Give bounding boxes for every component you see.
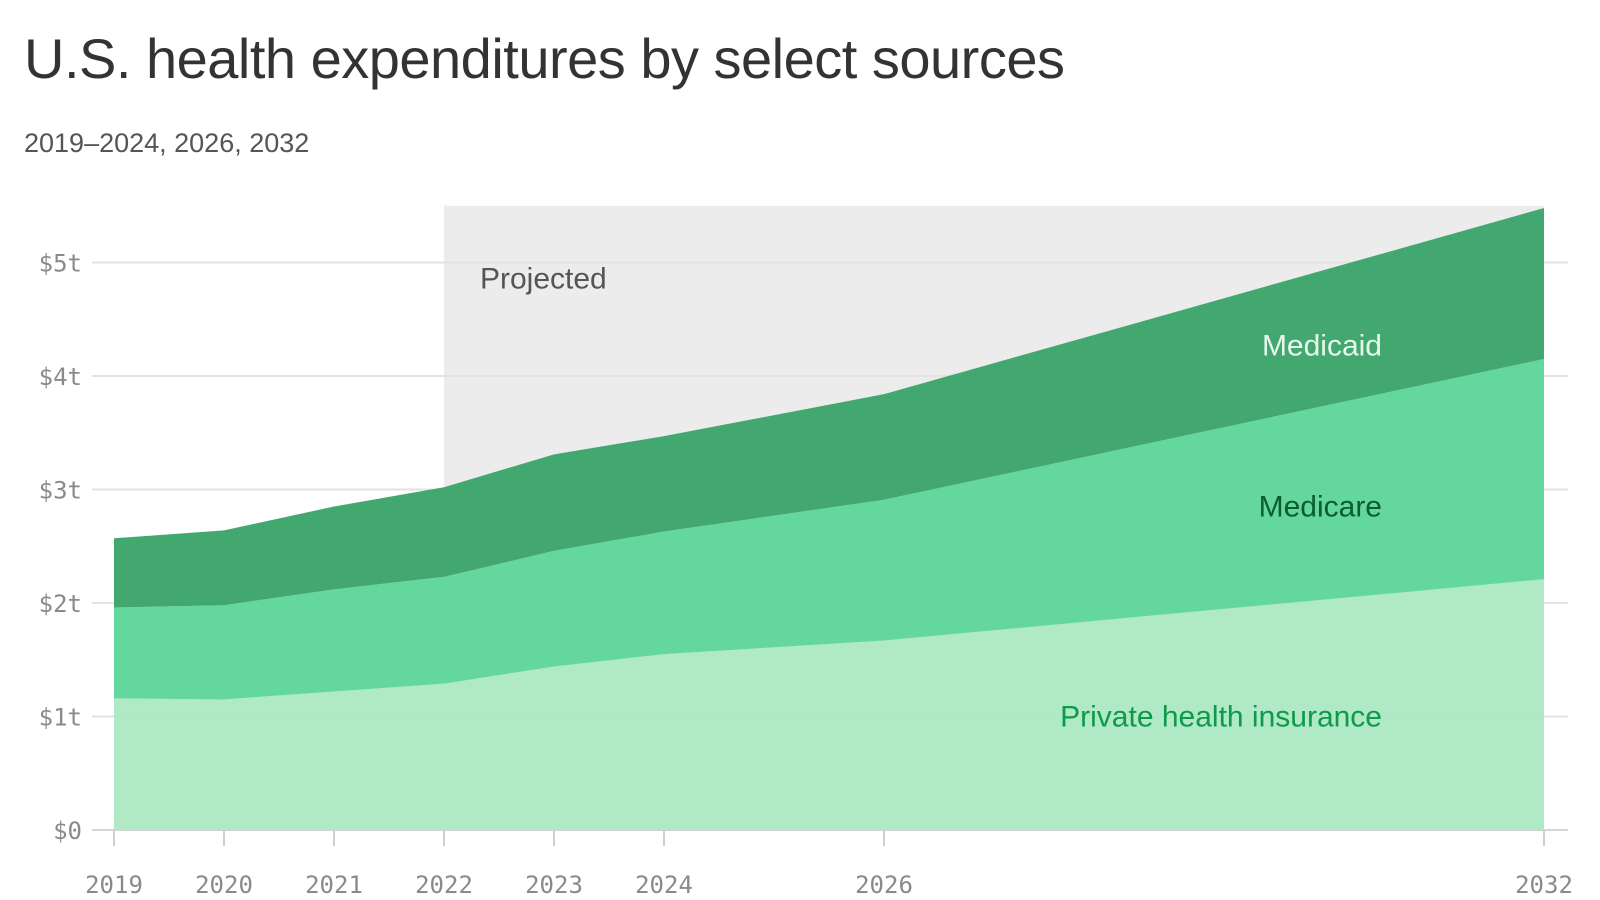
x-tick-label-2032: 2032	[1515, 871, 1573, 899]
series-labels: Private health insurance Medicare Medicaid	[1060, 329, 1382, 733]
x-tick-label-2020: 2020	[195, 871, 253, 899]
projected-label: Projected	[480, 263, 607, 296]
x-tick-label-2023: 2023	[525, 871, 583, 899]
y-tick-label-0: $0	[53, 817, 82, 845]
chart-subtitle: 2019–2024, 2026, 2032	[24, 128, 310, 158]
y-tick-label-2: $2t	[39, 590, 82, 618]
area-medicaid	[114, 208, 1544, 608]
x-tick-label-2026: 2026	[855, 871, 913, 899]
series-label-private-health-insurance: Private health insurance	[1060, 701, 1382, 734]
x-axis: 2019 2020 2021 2022 2023 2024 2026 2032	[85, 829, 1573, 899]
area-medicare	[114, 358, 1544, 700]
chart-title: U.S. health expenditures by select sourc…	[24, 27, 1065, 90]
x-tick-label-2022: 2022	[415, 871, 473, 899]
y-tick-label-4: $4t	[39, 363, 82, 391]
x-tick-label-2019: 2019	[85, 871, 143, 899]
y-tick-label-1: $1t	[39, 704, 82, 732]
x-tick-label-2024: 2024	[635, 871, 693, 899]
x-tick-label-2021: 2021	[305, 871, 363, 899]
area-private-health-insurance	[114, 579, 1544, 830]
series-label-medicaid: Medicaid	[1262, 329, 1382, 362]
series-label-medicare: Medicare	[1259, 491, 1382, 524]
series-areas	[114, 208, 1544, 830]
y-tick-label-5: $5t	[39, 250, 82, 278]
y-tick-label-3: $3t	[39, 477, 82, 505]
y-axis-labels: $0 $1t $2t $3t $4t $5t	[39, 250, 82, 846]
